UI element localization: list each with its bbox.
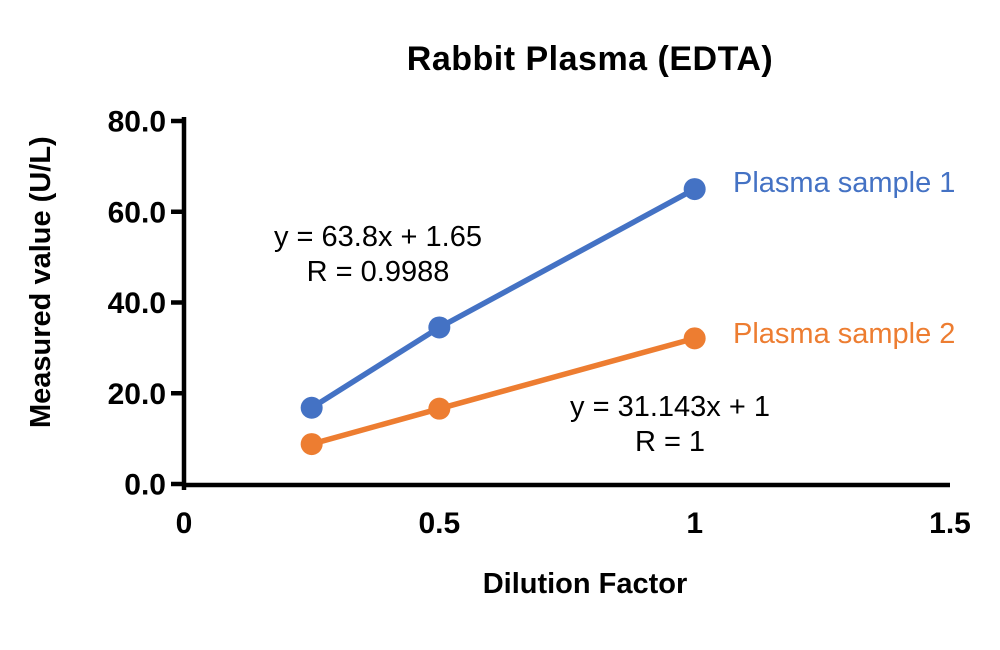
x-axis-title: Dilution Factor	[482, 568, 688, 600]
y-tick-label: 80.0	[108, 106, 166, 139]
y-tick-label: 0.0	[124, 469, 166, 502]
trendline-annotation-series-2: y = 31.143x + 1 R = 1	[510, 390, 830, 460]
x-tick-label: 0.5	[418, 507, 460, 540]
data-point-plasma-sample-2-2	[428, 397, 451, 420]
correlation-series-1: R = 0.9988	[306, 256, 450, 288]
correlation-series-2: R = 1	[634, 426, 706, 458]
trendline-equation-series-1: y = 63.8x + 1.65	[274, 221, 482, 253]
chart-title: Rabbit Plasma (EDTA)	[406, 40, 774, 78]
x-tick-label: 0	[176, 507, 193, 540]
data-point-plasma-sample-1-2	[428, 316, 451, 339]
trendline-equation-series-2: y = 31.143x + 1	[570, 391, 770, 423]
legend-label-plasma-sample-2: Plasma sample 2	[733, 318, 956, 350]
legend-label-plasma-sample-1: Plasma sample 1	[733, 167, 956, 199]
data-point-plasma-sample-1-3	[683, 178, 706, 201]
data-point-plasma-sample-2-3	[683, 327, 706, 350]
y-tick-label: 20.0	[108, 378, 166, 411]
y-axis-title: Measured value (U/L)	[25, 136, 57, 428]
x-tick-label: 1.5	[929, 507, 971, 540]
y-tick-label: 60.0	[108, 196, 166, 229]
x-tick-label: 1	[686, 507, 703, 540]
data-point-plasma-sample-2-1	[300, 433, 323, 456]
data-point-plasma-sample-1-1	[300, 396, 323, 419]
trendline-annotation-series-1: y = 63.8x + 1.65 R = 0.9988	[218, 220, 538, 290]
y-tick-label: 40.0	[108, 287, 166, 320]
